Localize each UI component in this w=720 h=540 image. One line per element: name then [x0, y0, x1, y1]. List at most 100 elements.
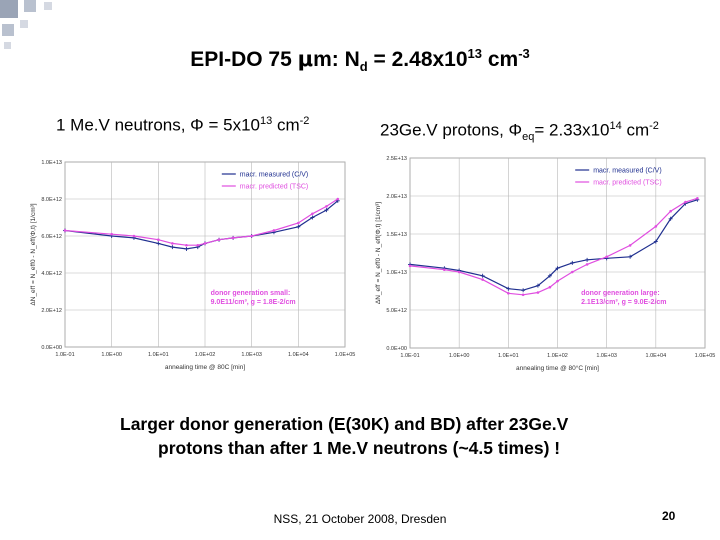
- data-point: [668, 216, 673, 221]
- data-point: [605, 255, 608, 259]
- x-tick-label: 1.0E+05: [695, 353, 716, 359]
- data-point: [571, 270, 574, 274]
- x-axis-label: annealing time @ 80C [min]: [165, 364, 245, 371]
- data-point: [481, 278, 484, 281]
- data-point: [408, 264, 412, 268]
- subtitle-text: cm: [272, 115, 300, 135]
- subtitle-exp: 14: [609, 120, 622, 132]
- legend-label: macr. predicted (TSC): [593, 180, 661, 187]
- subtitle-text: 1 Me.V neutrons, Φ = 5x10: [56, 115, 260, 135]
- data-point: [324, 208, 329, 213]
- y-tick-label: 2.0E+13: [386, 194, 407, 200]
- conclusion-text: Larger donor generation (E(30K) and BD) …: [120, 412, 680, 460]
- data-point: [654, 225, 658, 228]
- y-tick-label: 6.0E+12: [41, 234, 62, 240]
- data-point: [507, 291, 510, 295]
- legend-label: macr. measured (C/V): [240, 172, 308, 179]
- annotation-text: donor generation small:: [211, 290, 291, 297]
- data-point: [547, 273, 552, 278]
- series-line: [64, 198, 339, 246]
- data-point: [217, 238, 221, 241]
- legend-label: macr. predicted (TSC): [240, 184, 308, 191]
- y-tick-label: 4.0E+12: [41, 271, 62, 277]
- annotation-text: 9.0E11/cm³, g = 1.8E-2/cm: [211, 299, 296, 306]
- footer: NSS, 21 October 2008, Dresden: [273, 512, 447, 526]
- data-point: [521, 288, 526, 293]
- data-point: [325, 205, 328, 208]
- data-point: [585, 263, 589, 266]
- data-point: [570, 260, 575, 265]
- legend-label: macr. measured (C/V): [593, 168, 661, 175]
- deco-square: [2, 24, 14, 36]
- y-tick-label: 1.5E+13: [386, 232, 407, 238]
- data-point: [628, 254, 633, 259]
- chart-protons: 0.0E+00 5.0E+12 1.0E+13 1.5E+13 2.0E+13 2.5E+…: [365, 150, 715, 390]
- data-point: [536, 291, 540, 294]
- data-point: [521, 293, 525, 297]
- data-point: [296, 224, 301, 229]
- y-tick-label: 2.0E+12: [41, 308, 62, 314]
- data-point: [156, 241, 161, 246]
- data-point: [132, 234, 136, 238]
- y-axis-label: ΔN_eff = N_eff0 - N_eff(Φ,t) [1/cm³]: [375, 202, 382, 304]
- data-point: [110, 232, 113, 236]
- deco-square: [44, 2, 52, 10]
- x-tick-label: 1.0E-01: [55, 352, 74, 358]
- y-tick-label: 0.0E+00: [41, 345, 62, 351]
- chart-neutrons: 0.0E+00 2.0E+12 4.0E+12 6.0E+12 8.0E+12 1.0E+…: [20, 150, 360, 390]
- title-mu: μ: [297, 47, 314, 71]
- deco-square: [20, 20, 28, 28]
- y-tick-label: 2.5E+13: [386, 156, 407, 162]
- data-point: [171, 242, 174, 245]
- x-tick-label: 1.0E+00: [449, 353, 470, 359]
- subtitle-exp: 13: [259, 115, 273, 127]
- deco-square: [4, 42, 11, 49]
- title-text: = 2.48x10: [367, 48, 468, 71]
- data-point: [628, 244, 632, 247]
- data-point: [457, 270, 461, 274]
- data-point: [336, 197, 340, 201]
- data-point: [297, 221, 300, 225]
- data-point: [506, 286, 511, 291]
- x-tick-label: 1.0E+01: [498, 353, 519, 359]
- data-point: [684, 200, 687, 204]
- page-number: 20: [662, 509, 676, 523]
- data-point: [556, 279, 559, 283]
- x-axis-label: annealing time @ 80°C [min]: [516, 364, 599, 372]
- data-point: [196, 243, 200, 247]
- annotation-text: donor generation large:: [581, 290, 660, 297]
- data-point: [480, 273, 485, 278]
- x-tick-label: 1.0E-01: [400, 353, 419, 359]
- subtitle-exp: -2: [649, 120, 659, 132]
- data-point: [653, 239, 658, 244]
- data-point: [63, 229, 67, 232]
- x-tick-label: 1.0E+05: [335, 352, 356, 358]
- y-tick-label: 1.0E+13: [386, 270, 407, 276]
- y-tick-label: 8.0E+12: [41, 197, 62, 203]
- data-point: [203, 242, 207, 245]
- title-exp: 13: [467, 46, 482, 61]
- title-sub: d: [359, 59, 368, 75]
- x-tick-label: 1.0E+04: [288, 352, 309, 358]
- left-subtitle: 1 Me.V neutrons, Φ = 5x1013 cm-2: [56, 115, 309, 136]
- data-point: [535, 283, 540, 288]
- data-point: [696, 196, 699, 200]
- y-tick-label: 1.0E+13: [41, 160, 62, 166]
- slide-title: EPI-DO 75 μm: Nd = 2.48x1013 cm-3: [0, 46, 720, 74]
- right-subtitle: 23Ge.V protons, Φeq= 2.33x1014 cm-2: [380, 120, 659, 143]
- subtitle-exp: -2: [299, 115, 310, 127]
- conclusion-line: Larger donor generation (E(30K) and BD) …: [120, 414, 569, 434]
- data-point: [185, 243, 188, 247]
- deco-square: [0, 0, 18, 18]
- data-point: [669, 209, 672, 213]
- y-axis-label: ΔN_eff = N_eff0 - N_eff(Φ,t) [1/cm³]: [30, 203, 37, 305]
- annotation-text: 2.1E13/cm³, g = 9.0E-2/cm: [581, 299, 666, 306]
- y-tick-label: 0.0E+00: [386, 346, 407, 352]
- data-point: [170, 245, 175, 250]
- title-exp: -3: [518, 46, 530, 61]
- x-tick-label: 1.0E+04: [646, 353, 667, 359]
- x-tick-label: 1.0E+01: [148, 352, 169, 358]
- subtitle-text: = 2.33x10: [534, 120, 610, 140]
- chart-protons-svg: 0.0E+00 5.0E+12 1.0E+13 1.5E+13 2.0E+13 2.5E+…: [375, 156, 716, 372]
- conclusion-line: protons than after 1 Me.V neutrons (~4.5…: [158, 438, 561, 458]
